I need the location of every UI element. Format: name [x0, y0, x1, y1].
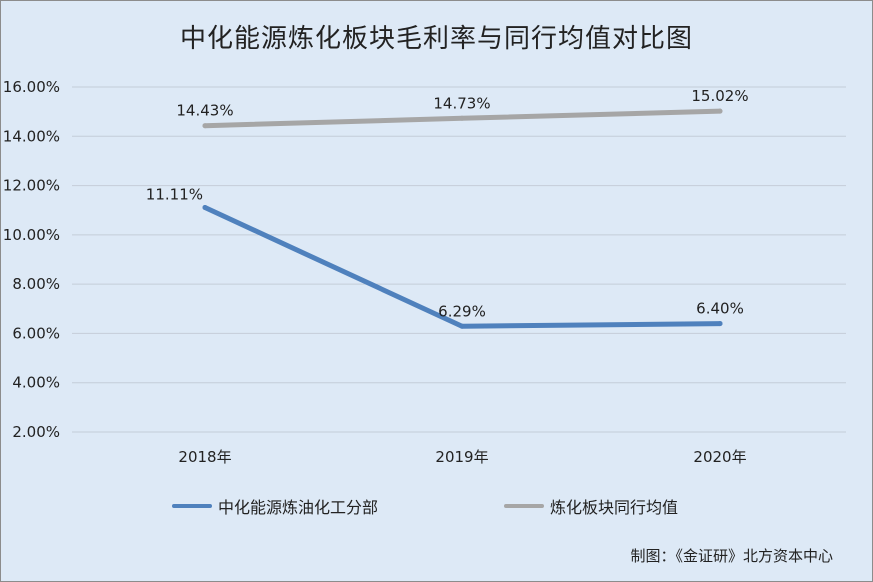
y-tick-label: 8.00%: [12, 275, 60, 293]
data-point: [717, 321, 723, 327]
y-tick-label: 6.00%: [12, 324, 60, 342]
y-tick-label: 14.00%: [3, 127, 60, 145]
y-tick-label: 12.00%: [3, 177, 60, 195]
data-label: 6.29%: [438, 302, 486, 320]
data-label: 14.73%: [433, 94, 490, 112]
chart-credit: 制图：《金证研》北方资本中心: [630, 547, 833, 565]
legend-label-company: 中化能源炼油化工分部: [218, 498, 379, 517]
legend-swatch-peer: [504, 504, 544, 508]
legend-swatch-company: [172, 504, 212, 508]
data-point: [717, 108, 723, 114]
y-tick-label: 2.00%: [12, 423, 60, 441]
data-label: 11.11%: [146, 186, 203, 204]
y-tick-label: 10.00%: [3, 226, 60, 244]
data-point: [459, 115, 465, 121]
chart-legend: 中化能源炼油化工分部 炼化板块同行均值: [0, 494, 873, 518]
x-tick-label: 2020年: [693, 448, 746, 466]
data-label: 14.43%: [176, 102, 233, 120]
chart-title: 中化能源炼化板块毛利率与同行均值对比图: [179, 24, 693, 54]
data-point: [202, 123, 208, 129]
x-tick-label: 2019年: [435, 448, 488, 466]
data-label: 6.40%: [696, 300, 744, 318]
y-tick-label: 16.00%: [3, 78, 60, 96]
legend-label-peer: 炼化板块同行均值: [550, 498, 679, 517]
data-point: [202, 205, 208, 211]
y-tick-label: 4.00%: [12, 374, 60, 392]
x-tick-label: 2018年: [178, 448, 231, 466]
legend-item-company: 中化能源炼油化工分部: [172, 494, 378, 518]
data-label: 15.02%: [691, 87, 748, 105]
data-point: [459, 323, 465, 329]
legend-item-peer: 炼化板块同行均值: [504, 494, 678, 518]
